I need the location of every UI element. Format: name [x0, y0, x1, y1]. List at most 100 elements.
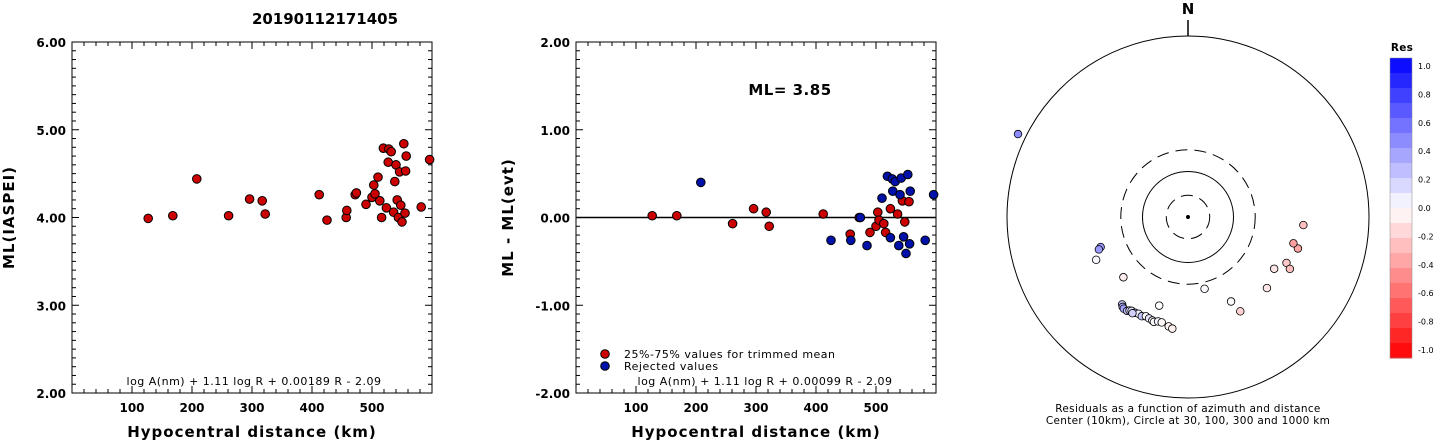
- data-point: [396, 200, 406, 211]
- station-residual-point: [1262, 283, 1272, 293]
- rejected-point: [920, 235, 931, 246]
- colorbar-segment: [1390, 253, 1412, 269]
- data-point: [322, 215, 332, 225]
- trimmed-point: [885, 203, 896, 214]
- colorbar-title: Res: [1391, 42, 1413, 54]
- north-label: N: [1182, 0, 1195, 18]
- colorbar-segment: [1390, 298, 1412, 314]
- colorbar-segment: [1390, 73, 1412, 89]
- colorbar-label: 0.4: [1418, 147, 1431, 156]
- azimuth-polar-panel: N Residuals as a function of azimuth and …: [1006, 0, 1370, 427]
- y-tick-label: 2.00: [540, 36, 570, 50]
- colorbar-label: 0.6: [1418, 119, 1431, 128]
- trimmed-point: [900, 217, 910, 227]
- station-residual-point: [1285, 264, 1295, 274]
- data-point: [386, 146, 397, 157]
- distance-ring: [1142, 171, 1234, 263]
- trimmed-point: [764, 221, 775, 232]
- trimmed-point: [748, 203, 759, 214]
- trimmed-point: [761, 207, 772, 218]
- station-residual-point: [1200, 284, 1209, 294]
- colorbar-segment: [1390, 58, 1412, 74]
- data-point: [375, 196, 385, 206]
- y-tick-label: -2.00: [535, 387, 570, 401]
- rejected-point: [696, 177, 706, 188]
- station-residual-point: [1168, 324, 1177, 333]
- rejected-point: [895, 189, 905, 200]
- rejected-point: [862, 240, 872, 251]
- colorbar-segment: [1390, 163, 1412, 179]
- formula-text: log A(nm) + 1.11 log R + 0.00189 R - 2.0…: [127, 375, 382, 388]
- rejected-point: [905, 186, 916, 196]
- station-residual-point: [1226, 297, 1236, 306]
- y-tick-label: 6.00: [36, 36, 66, 50]
- legend-marker-rejected: [600, 361, 610, 371]
- y-axis-label: ML(IASPEI): [0, 166, 18, 269]
- rejected-point: [898, 232, 909, 242]
- data-point: [192, 174, 202, 184]
- station-residual-point: [1013, 129, 1023, 139]
- station-residual-point: [1091, 255, 1101, 265]
- data-point: [351, 188, 362, 198]
- x-tick-label: 100: [119, 401, 144, 415]
- center-marker: [1186, 215, 1190, 219]
- station-residual-point: [1157, 318, 1166, 327]
- data-point: [381, 203, 392, 213]
- y-tick-label: 5.00: [36, 124, 66, 138]
- data-point: [369, 180, 379, 190]
- trimmed-point: [865, 227, 875, 238]
- rejected-point: [904, 239, 915, 249]
- data-point: [400, 208, 410, 218]
- data-point: [168, 210, 178, 221]
- y-tick-label: 4.00: [36, 212, 66, 226]
- colorbar-segment: [1390, 178, 1412, 194]
- station-residual-point: [1293, 244, 1303, 253]
- rejected-point: [826, 235, 836, 246]
- data-point: [314, 189, 325, 200]
- colorbar-label: 1.0: [1418, 62, 1431, 71]
- colorbar-segment: [1390, 133, 1412, 149]
- data-point: [416, 202, 427, 212]
- colorbar-segment: [1390, 328, 1412, 344]
- dashed-distance-ring: [1120, 149, 1256, 285]
- y-tick-label: 2.00: [36, 387, 66, 401]
- colorbar-label: -0.8: [1418, 318, 1434, 327]
- station-residual-point: [1154, 301, 1164, 310]
- colorbar-segment: [1390, 283, 1412, 299]
- rejected-point: [894, 240, 904, 251]
- data-point: [244, 194, 255, 204]
- station-residual-point: [1094, 245, 1104, 254]
- station-residual-point: [1128, 309, 1137, 318]
- data-point: [383, 157, 394, 168]
- x-tick-label: 500: [359, 401, 384, 415]
- data-point: [342, 205, 352, 216]
- rejected-point: [903, 169, 913, 180]
- polar-caption-line1: Residuals as a function of azimuth and d…: [1055, 403, 1320, 415]
- x-tick-label: 500: [863, 401, 888, 415]
- colorbar-label: 0.8: [1418, 90, 1431, 99]
- colorbar-segment: [1390, 118, 1412, 134]
- event-title: 20190112171405: [252, 10, 398, 28]
- colorbar-label: 0.0: [1418, 204, 1431, 213]
- colorbar-frame: [1389, 57, 1413, 359]
- trimmed-point: [879, 218, 889, 229]
- colorbar-label: -0.6: [1418, 289, 1434, 298]
- legend-label-rejected: Rejected values: [624, 360, 719, 373]
- y-axis-label: ML - ML(evt): [499, 158, 517, 276]
- colorbar-label: 0.2: [1418, 176, 1431, 185]
- colorbar-segment: [1390, 223, 1412, 239]
- ml-distance-panel: 100 200 300 400 500 2.00 3.00 4.00 5.00 6.00 Hypoc…: [0, 36, 435, 441]
- legend-label-trimmed: 25%-75% values for trimmed mean: [624, 348, 836, 361]
- station-residual-point: [1119, 273, 1128, 282]
- colorbar-label: -1.0: [1418, 346, 1434, 355]
- trimmed-point: [672, 210, 682, 221]
- data-point: [143, 213, 153, 224]
- station-residual-point: [1269, 264, 1279, 273]
- trimmed-point: [904, 196, 914, 207]
- data-point: [401, 151, 412, 161]
- x-tick-label: 300: [239, 401, 264, 415]
- y-tick-label: 1.00: [540, 124, 570, 138]
- data-point: [390, 176, 400, 187]
- formula-text: log A(nm) + 1.11 log R + 0.00099 R - 2.0…: [638, 375, 893, 388]
- data-point: [223, 210, 234, 221]
